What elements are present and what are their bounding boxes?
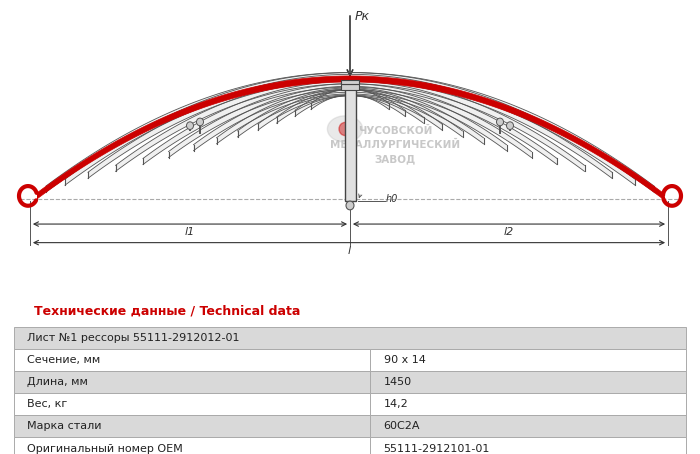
Text: Сечение, мм: Сечение, мм bbox=[27, 355, 101, 365]
Circle shape bbox=[507, 122, 514, 129]
Text: 90 x 14: 90 x 14 bbox=[384, 355, 426, 365]
Text: Длина, мм: Длина, мм bbox=[27, 377, 88, 387]
Bar bbox=[14, 393, 370, 415]
Polygon shape bbox=[328, 116, 363, 142]
Text: l2: l2 bbox=[504, 227, 514, 237]
Polygon shape bbox=[258, 90, 442, 130]
Text: l1: l1 bbox=[185, 227, 195, 237]
Polygon shape bbox=[169, 84, 531, 158]
Circle shape bbox=[496, 118, 503, 126]
Bar bbox=[14, 438, 370, 454]
Text: Технические данные / Technical data: Технические данные / Technical data bbox=[34, 304, 300, 317]
Bar bbox=[341, 84, 359, 90]
Polygon shape bbox=[276, 90, 424, 123]
Bar bbox=[370, 393, 686, 415]
Polygon shape bbox=[65, 73, 635, 185]
Text: 14,2: 14,2 bbox=[384, 399, 408, 409]
Circle shape bbox=[186, 122, 193, 129]
Polygon shape bbox=[46, 73, 654, 192]
Bar bbox=[370, 438, 686, 454]
Text: 55111-2912101-01: 55111-2912101-01 bbox=[384, 444, 490, 454]
Bar bbox=[370, 349, 686, 371]
Bar bbox=[370, 371, 686, 393]
Polygon shape bbox=[311, 89, 389, 109]
Text: Марка стали: Марка стали bbox=[27, 421, 102, 431]
Bar bbox=[14, 415, 370, 438]
Circle shape bbox=[197, 118, 204, 126]
Polygon shape bbox=[37, 76, 663, 199]
Text: 1450: 1450 bbox=[384, 377, 412, 387]
Text: МЕТАЛЛУРГИЧЕСКИЙ: МЕТАЛЛУРГИЧЕСКИЙ bbox=[330, 140, 460, 150]
Polygon shape bbox=[216, 88, 484, 144]
Polygon shape bbox=[193, 86, 507, 151]
Bar bbox=[341, 80, 359, 84]
Text: ЗАВОД: ЗАВОД bbox=[374, 154, 416, 164]
Circle shape bbox=[339, 123, 351, 136]
Text: h0: h0 bbox=[386, 194, 398, 204]
Polygon shape bbox=[88, 74, 612, 178]
Bar bbox=[370, 415, 686, 438]
Text: Лист №1 рессоры 55111-2912012-01: Лист №1 рессоры 55111-2912012-01 bbox=[27, 333, 240, 343]
Text: Вес, кг: Вес, кг bbox=[27, 399, 68, 409]
Text: Рк: Рк bbox=[355, 10, 370, 23]
Polygon shape bbox=[143, 81, 557, 164]
Text: ЧУСОВСКОЙ: ЧУСОВСКОЙ bbox=[358, 126, 432, 136]
Polygon shape bbox=[116, 78, 584, 171]
Text: 60С2А: 60С2А bbox=[384, 421, 420, 431]
Text: l: l bbox=[347, 246, 351, 256]
Polygon shape bbox=[237, 89, 463, 137]
Bar bbox=[14, 349, 370, 371]
Bar bbox=[14, 371, 370, 393]
Text: Оригинальный номер OEM: Оригинальный номер OEM bbox=[27, 444, 183, 454]
Bar bbox=[14, 326, 686, 349]
Circle shape bbox=[346, 201, 354, 210]
Bar bbox=[344, 84, 356, 201]
Polygon shape bbox=[295, 90, 405, 116]
